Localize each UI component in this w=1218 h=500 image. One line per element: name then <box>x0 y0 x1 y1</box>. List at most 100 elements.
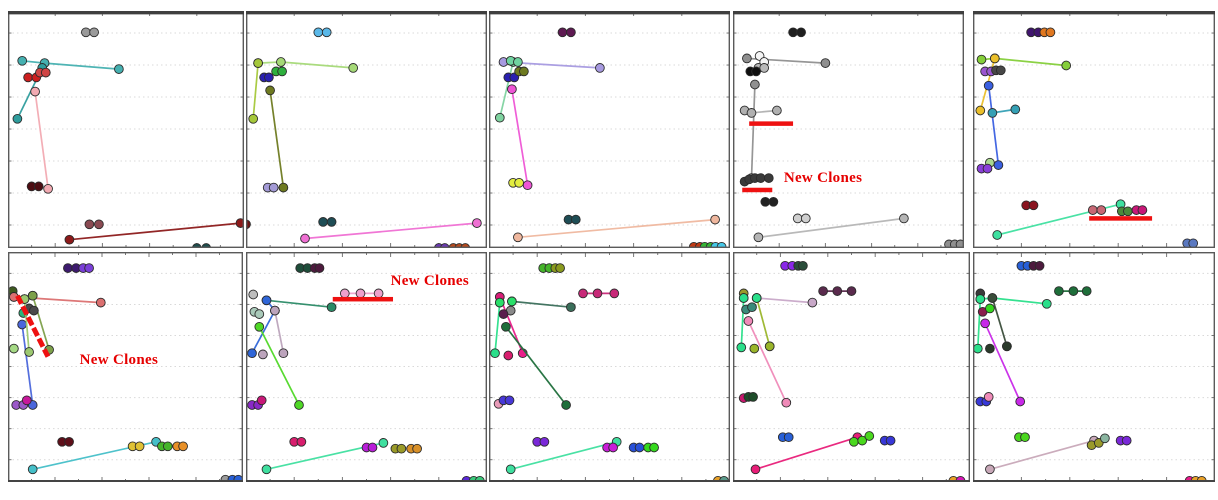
clone-point <box>973 343 983 354</box>
panel-plot-area <box>973 252 1215 482</box>
clone-point <box>81 27 91 38</box>
clone-point <box>748 392 758 402</box>
clone-trajectory-line <box>252 63 259 119</box>
clone-point <box>750 79 760 90</box>
clone-point <box>555 263 565 273</box>
clone-point <box>1034 260 1045 271</box>
clone-point <box>983 80 994 91</box>
clone-point <box>30 86 40 97</box>
clone-point <box>314 263 325 273</box>
clone-point <box>348 63 359 73</box>
clone-point <box>566 27 576 38</box>
clone-point <box>247 348 257 359</box>
clone-point <box>800 213 811 224</box>
clone-trajectory-line <box>511 89 529 186</box>
clone-point <box>975 105 986 116</box>
clone-point <box>522 180 533 191</box>
clone-point <box>261 295 272 306</box>
clone-point <box>983 392 994 402</box>
clone-point <box>24 347 34 357</box>
clone-point <box>40 67 51 78</box>
clone-point <box>750 464 761 475</box>
clone-trajectory-line <box>517 218 716 239</box>
new-clones-label: New Clones <box>783 169 863 186</box>
clone-point <box>649 442 659 453</box>
clone-point <box>849 436 859 447</box>
clone-trajectory-line <box>756 297 813 304</box>
new-clones-highlight-bar <box>332 296 394 302</box>
clone-point <box>519 66 529 77</box>
clone-point <box>976 54 987 65</box>
clone-point <box>27 464 38 475</box>
clone-point <box>1015 396 1026 407</box>
clone-point <box>326 217 337 227</box>
panel-spines <box>733 11 964 248</box>
clone-point <box>248 113 259 124</box>
clone-point <box>975 294 986 304</box>
clone-point <box>64 436 74 447</box>
panel-plot-area <box>8 252 243 482</box>
clone-point <box>592 288 603 299</box>
clone-trajectory-line <box>258 326 300 406</box>
clone-point <box>17 319 27 330</box>
clone-trajectory-line <box>987 85 1000 166</box>
panel-plot-area <box>489 11 730 248</box>
clone-point <box>134 441 145 452</box>
clone-point <box>783 432 794 443</box>
scatter-panel-r1c5 <box>973 11 1215 248</box>
clone-point <box>995 65 1006 76</box>
clone-trajectory-line <box>989 439 1095 471</box>
clone-point <box>505 464 516 475</box>
clone-point <box>114 64 124 74</box>
clone-point <box>248 289 259 300</box>
clone-point <box>987 108 998 118</box>
clone-point <box>746 108 757 118</box>
clone-point <box>595 63 605 73</box>
clone-point <box>634 442 645 453</box>
clone-point <box>764 341 775 352</box>
clone-point <box>749 343 760 354</box>
clone-trajectory-line <box>758 217 905 239</box>
clone-point <box>987 293 998 303</box>
clone-point <box>985 464 995 475</box>
clone-trajectory-line <box>991 297 1008 347</box>
clone-point <box>264 72 274 83</box>
clone-point <box>235 218 244 228</box>
scatter-panel-r1c1 <box>8 11 244 248</box>
panel-plot-area <box>733 11 964 248</box>
clone-trajectory-line <box>984 322 1021 402</box>
clone-point <box>33 181 44 192</box>
clone-point <box>955 239 964 248</box>
clone-point <box>832 286 843 296</box>
clone-point <box>751 293 762 303</box>
clone-point <box>807 297 818 308</box>
clone-point <box>339 288 350 299</box>
clone-point <box>1068 286 1079 296</box>
clone-point <box>992 230 1003 240</box>
scatter-panel-r1c4: New Clones <box>733 11 964 248</box>
clone-trajectory-line <box>494 302 501 354</box>
scatter-panel-r2c2: New Clones <box>246 252 487 482</box>
clone-trajectory-line <box>755 297 771 347</box>
clone-point <box>378 438 389 448</box>
clone-point <box>578 288 588 299</box>
scatter-panel-r2c4 <box>733 252 970 482</box>
clone-point <box>747 302 757 313</box>
panel-plot-area <box>733 252 970 482</box>
clone-point <box>570 214 581 225</box>
clone-point <box>514 177 524 188</box>
clone-trajectory-line <box>22 59 119 70</box>
clone-point <box>162 441 173 452</box>
clone-point <box>277 66 287 77</box>
clone-point <box>989 53 1000 64</box>
clone-trajectory-line <box>304 222 477 240</box>
clone-point <box>89 27 99 38</box>
clone-trajectory-line <box>498 61 514 118</box>
clone-trajectory-line <box>510 440 617 471</box>
clone-trajectory-line <box>269 90 285 188</box>
clone-point <box>885 435 896 446</box>
clone-point <box>788 27 798 38</box>
clone-point <box>608 442 618 453</box>
clone-point <box>95 297 106 308</box>
clone-trajectory-line <box>21 324 34 406</box>
